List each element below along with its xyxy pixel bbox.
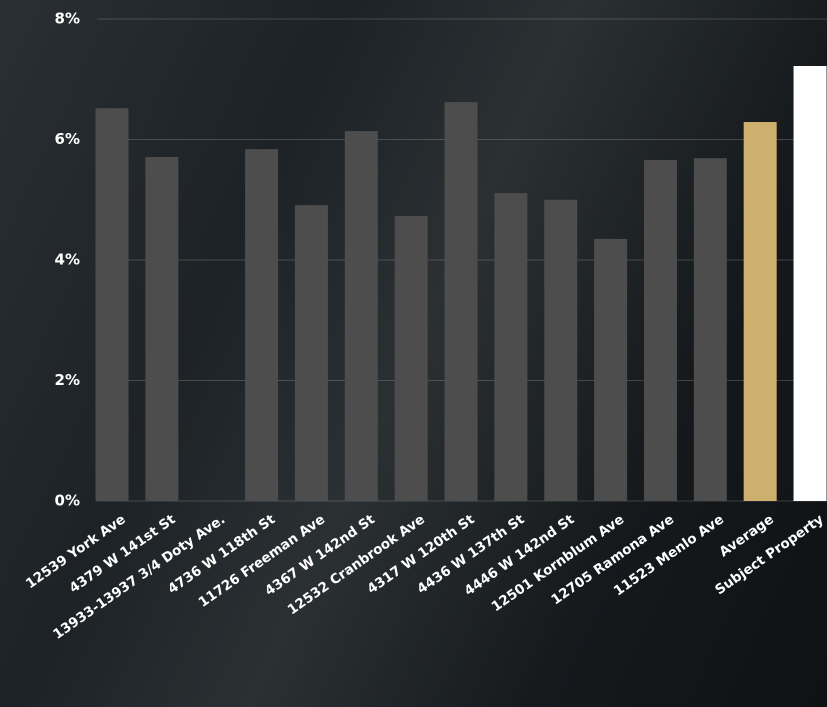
y-tick-label: 2% — [55, 371, 80, 389]
bar — [793, 65, 827, 502]
y-tick-label: 0% — [55, 492, 80, 510]
y-tick-label: 6% — [55, 130, 80, 148]
bar — [394, 216, 428, 501]
bar — [444, 102, 478, 502]
bar — [643, 159, 677, 502]
y-tick-label: 8% — [55, 10, 80, 28]
bar — [294, 205, 328, 502]
bar — [693, 158, 727, 502]
bar — [494, 193, 528, 501]
bar — [743, 122, 777, 501]
bar — [95, 108, 129, 502]
bar — [344, 131, 378, 501]
bar — [245, 149, 279, 501]
bar — [544, 199, 578, 501]
y-tick-label: 4% — [55, 251, 80, 269]
bar — [145, 156, 179, 501]
bar — [594, 238, 628, 501]
